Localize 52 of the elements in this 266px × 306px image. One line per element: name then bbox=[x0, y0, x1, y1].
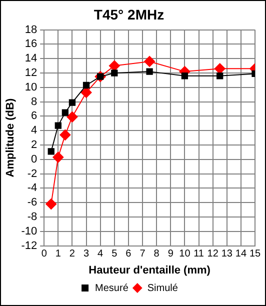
y-tick-label: 8 bbox=[30, 96, 38, 108]
y-tick-label: -8 bbox=[27, 211, 38, 224]
point bbox=[216, 72, 224, 80]
y-tick-label: -4 bbox=[27, 182, 38, 194]
y-tick-label: -10 bbox=[21, 225, 38, 238]
x-tick-label: 14 bbox=[235, 248, 247, 260]
y-tick-label: 0 bbox=[30, 153, 38, 166]
point bbox=[111, 70, 118, 76]
point bbox=[68, 99, 76, 106]
x-tick-label: 3 bbox=[83, 248, 90, 260]
x-tick-label: 7 bbox=[140, 248, 146, 260]
x-tick-label: 13 bbox=[221, 248, 233, 260]
point bbox=[181, 72, 188, 80]
y-tick-label: 18 bbox=[24, 24, 38, 36]
y-tick-label: 2 bbox=[30, 139, 38, 152]
legend-label: Simulé bbox=[147, 282, 178, 294]
x-tick-label: 2 bbox=[69, 248, 76, 260]
y-tick-label: 10 bbox=[24, 81, 38, 94]
chart-title: T45° 2MHz bbox=[94, 6, 164, 22]
y-tick-label: 14 bbox=[24, 52, 38, 65]
point bbox=[82, 82, 90, 89]
point bbox=[108, 60, 120, 72]
point bbox=[46, 198, 57, 210]
point bbox=[62, 109, 69, 116]
x-tick-label: 15 bbox=[249, 248, 261, 260]
point bbox=[52, 152, 64, 163]
x-tick-label: 1 bbox=[55, 248, 62, 260]
y-tick-label: 16 bbox=[24, 38, 38, 50]
point bbox=[146, 68, 153, 75]
x-tick-label: 5 bbox=[112, 248, 118, 260]
point bbox=[66, 111, 78, 122]
y-tick-label: 4 bbox=[30, 124, 38, 137]
x-tick-label: 6 bbox=[126, 248, 132, 260]
y-tick-label: -12 bbox=[21, 240, 38, 252]
point bbox=[144, 56, 156, 67]
x-tick-label: 8 bbox=[154, 248, 160, 260]
x-tick-label: 11 bbox=[194, 248, 204, 260]
y-tick-label: 6 bbox=[30, 110, 38, 122]
point bbox=[60, 129, 71, 140]
x-axis-title: Hauteur d'entaille (mm) bbox=[88, 264, 211, 276]
legend-label: Mesuré bbox=[95, 282, 129, 294]
y-tick-label: 12 bbox=[24, 67, 38, 80]
x-tick-label: 0 bbox=[41, 248, 48, 260]
x-tick-label: 12 bbox=[207, 248, 219, 260]
x-tick-label: 10 bbox=[179, 248, 191, 260]
point bbox=[48, 148, 54, 155]
x-tick-label: 4 bbox=[98, 248, 104, 260]
y-axis-title: Amplitude (dB) bbox=[4, 98, 17, 178]
y-tick-label: -2 bbox=[27, 168, 38, 180]
y-tick-label: -6 bbox=[27, 196, 38, 209]
point bbox=[54, 122, 62, 129]
x-tick-label: 9 bbox=[168, 248, 174, 260]
